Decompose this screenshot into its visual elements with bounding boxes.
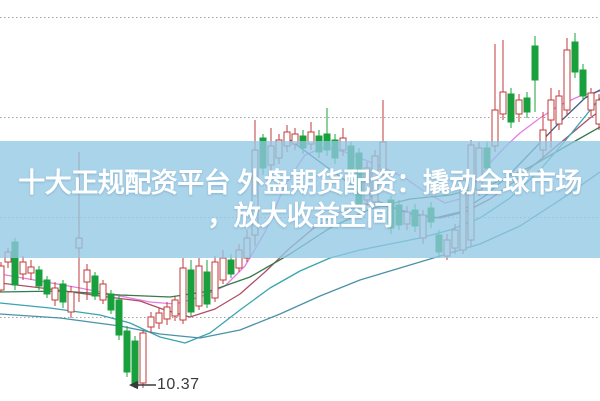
low-price-text: 10.37 <box>157 376 200 393</box>
arrow-left-icon <box>129 380 156 390</box>
headline-line1: 十大正规配资平台 外盘期货配资：撬动全球市场 <box>18 167 582 198</box>
low-price-annotation: 10.37 <box>129 376 200 394</box>
headline-banner: 十大正规配资平台 外盘期货配资：撬动全球市场 ，放大收益空间 <box>0 141 600 258</box>
headline-line2: ，放大收益空间 <box>207 200 393 231</box>
